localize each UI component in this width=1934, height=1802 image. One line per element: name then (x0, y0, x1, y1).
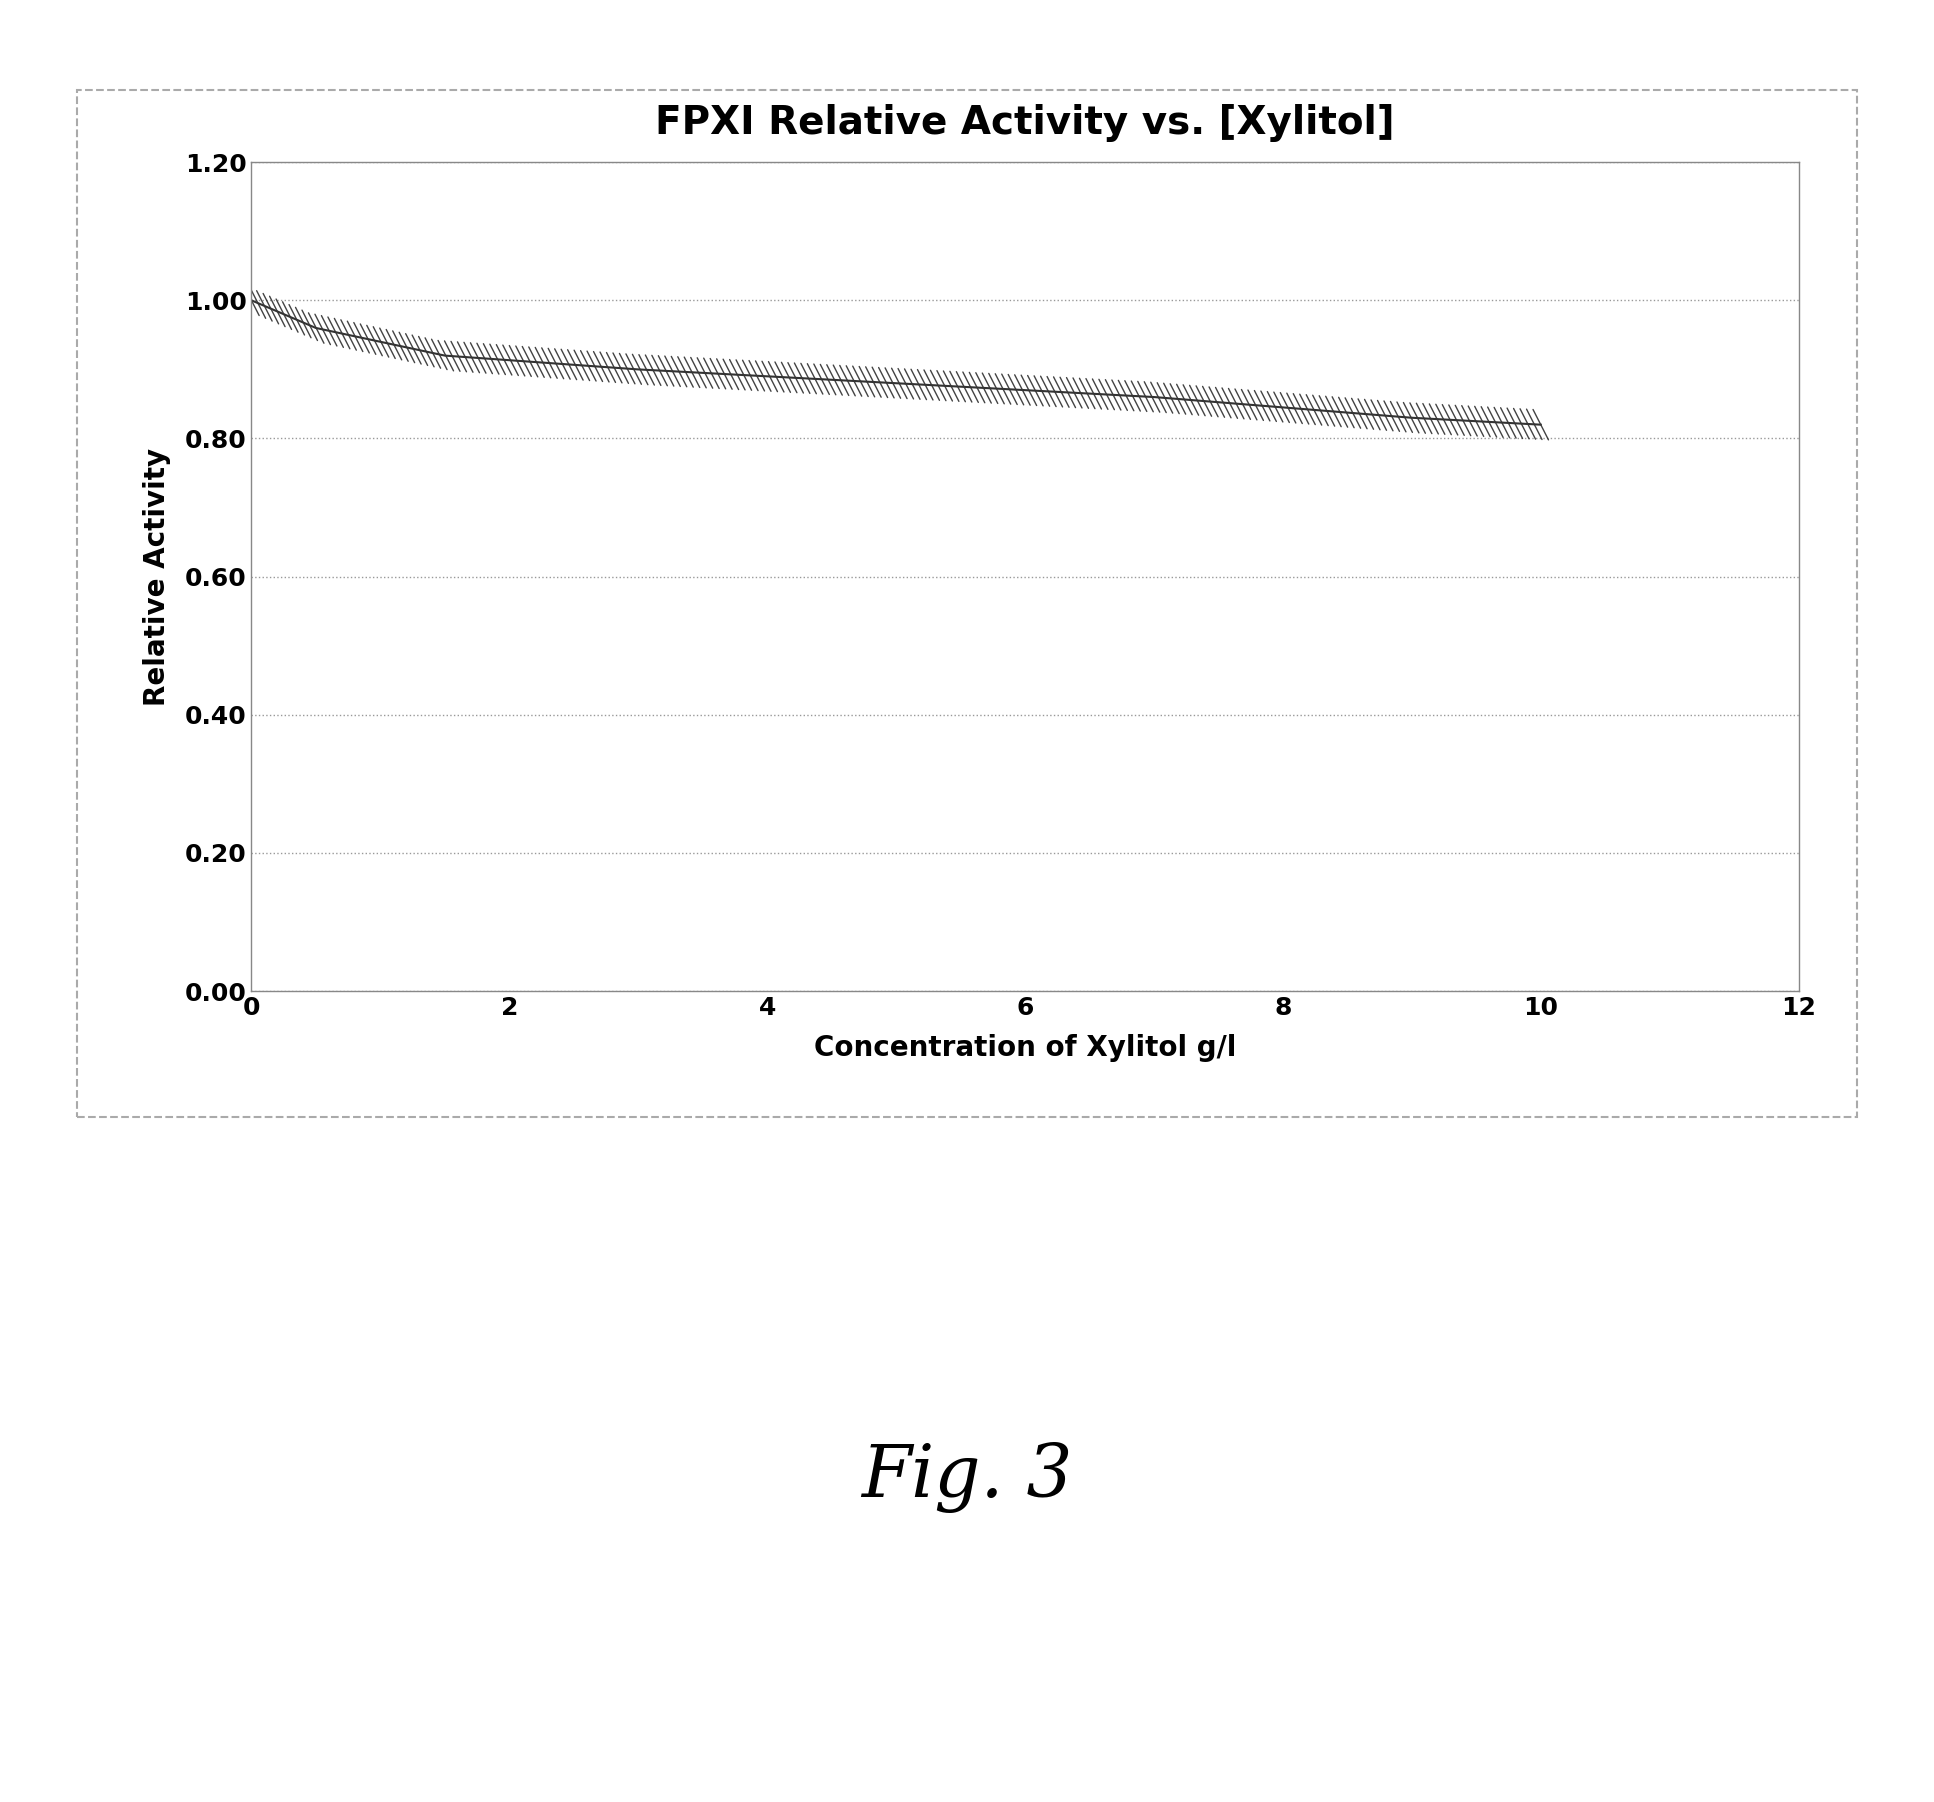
X-axis label: Concentration of Xylitol g/l: Concentration of Xylitol g/l (814, 1034, 1236, 1061)
Text: Fig. 3: Fig. 3 (861, 1442, 1073, 1514)
Y-axis label: Relative Activity: Relative Activity (143, 447, 170, 706)
Title: FPXI Relative Activity vs. [Xylitol]: FPXI Relative Activity vs. [Xylitol] (656, 105, 1394, 142)
